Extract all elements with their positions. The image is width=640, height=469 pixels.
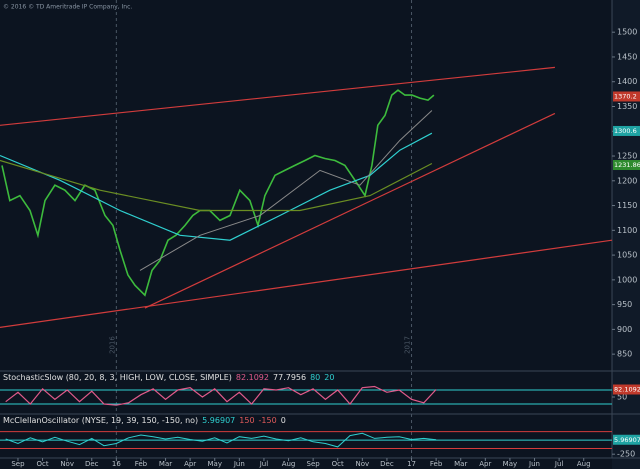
x-tick-label: May (207, 460, 221, 468)
series-line (5, 385, 437, 406)
price-tag-label: 82.1092 (614, 386, 640, 394)
x-tick-label: Apr (184, 460, 196, 468)
x-tick-label: Oct (332, 460, 344, 468)
header-part: 82.1092 (236, 373, 269, 382)
header-part: StochasticSlow (80, 20, 8, 3, HIGH, LOW,… (3, 373, 232, 382)
y-tick-label: 950 (617, 300, 632, 309)
header-part: 77.7956 (273, 373, 306, 382)
price-tag (613, 91, 640, 102)
x-tick-label: Feb (135, 460, 148, 468)
x-tick-label: Jun (233, 460, 245, 468)
header-part: 20 (324, 373, 334, 382)
series-line (139, 110, 433, 271)
pane-header: McClellanOscillator (NYSE, 19, 39, 150, … (3, 416, 286, 425)
header-part: 150 (239, 416, 254, 425)
year-label: 2016 (108, 336, 116, 354)
series-line (1, 89, 435, 297)
x-tick-label: Mar (159, 460, 172, 468)
x-tick-label: 16 (112, 460, 121, 468)
trend-line (144, 112, 556, 309)
price-tag-label: 1300.6 (614, 127, 637, 135)
x-tick-label: May (503, 460, 517, 468)
price-tag (613, 160, 640, 171)
y-tick-label: 1500 (617, 28, 637, 37)
series-line (0, 159, 433, 212)
x-tick-label: Dec (380, 460, 394, 468)
x-tick-label: Jul (259, 460, 269, 468)
header-part: 80 (310, 373, 320, 382)
x-tick-label: Oct (36, 460, 48, 468)
y-tick-label: 50 (617, 393, 627, 402)
y-tick-label: 1450 (617, 52, 637, 61)
y-tick-label: 850 (617, 350, 632, 359)
pane-header: StochasticSlow (80, 20, 8, 3, HIGH, LOW,… (3, 373, 334, 382)
x-tick-label: Jun (528, 460, 540, 468)
y-tick-label: 1200 (617, 176, 637, 185)
price-tag (613, 125, 640, 136)
x-tick-label: Dec (85, 460, 99, 468)
x-tick-label: Feb (430, 460, 443, 468)
y-tick-label: 1000 (617, 275, 637, 284)
x-tick-label: Apr (479, 460, 491, 468)
y-tick-label: -250 (617, 450, 635, 459)
x-tick-label: Aug (577, 460, 591, 468)
price-tag-label: 1231.86 (614, 161, 640, 169)
header-part: McClellanOscillator (NYSE, 19, 39, 150, … (3, 416, 198, 425)
copyright: © 2016 © TD Ameritrade IP Company, Inc. (3, 4, 132, 11)
x-tick-label: Sep (307, 460, 321, 468)
y-tick-label: 1350 (617, 102, 637, 111)
trend-line (0, 66, 555, 126)
year-label: 2017 (404, 336, 412, 354)
price-tag (613, 384, 640, 395)
header-part: 5.96907 (202, 416, 235, 425)
x-tick-label: Sep (11, 460, 25, 468)
x-tick-label: Nov (355, 460, 369, 468)
y-tick-label: 1050 (617, 251, 637, 260)
y-tick-label: 1150 (617, 201, 637, 210)
y-tick-label: 900 (617, 325, 632, 334)
trend-line (0, 239, 613, 328)
x-tick-label: Aug (282, 460, 296, 468)
y-tick-label: 1100 (617, 226, 637, 235)
header-part: 0 (281, 416, 286, 425)
x-tick-label: Mar (454, 460, 467, 468)
price-tag-label: 1370.2 (614, 92, 637, 100)
price-tag (613, 434, 640, 445)
y-tick-label: 1250 (617, 152, 637, 161)
price-tag-label: 5.96907 (614, 436, 640, 444)
x-tick-label: Jul (554, 460, 564, 468)
series-line (5, 432, 437, 448)
x-tick-label: Nov (60, 460, 74, 468)
series-line (0, 132, 433, 241)
header-part: -150 (259, 416, 277, 425)
x-tick-label: 17 (407, 460, 416, 468)
y-tick-label: 1400 (617, 77, 637, 86)
